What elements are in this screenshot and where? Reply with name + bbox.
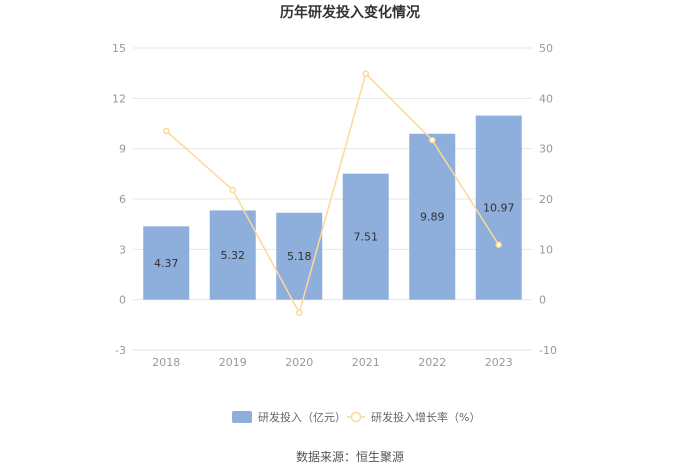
bar-value-label: 4.37: [154, 257, 179, 270]
bar: [209, 210, 256, 300]
bar-value-label: 9.89: [420, 211, 445, 224]
grid: [133, 47, 532, 351]
bar-series: [143, 115, 522, 300]
left-tick-label: 6: [119, 193, 126, 206]
right-tick-label: 0: [539, 294, 546, 307]
line-point: [429, 136, 436, 144]
line-point: [495, 241, 502, 249]
left-tick-label: 0: [119, 294, 126, 307]
line-point: [229, 186, 236, 194]
right-axis-ticks: 50 40 30 20 10 0 -10: [539, 42, 557, 357]
legend-swatch-line-marker: [350, 411, 362, 423]
data-source: 数据来源：恒生聚源: [296, 449, 404, 464]
bar: [475, 115, 522, 300]
chart-title: 历年研发投入变化情况: [280, 4, 420, 21]
right-tick-label: -10: [539, 344, 557, 357]
legend-swatch-bar: [232, 411, 252, 423]
bar-labels: 4.37 5.32 5.18 7.51 9.89 10.97: [154, 202, 515, 270]
right-tick-label: 30: [539, 143, 553, 156]
left-tick-label: 12: [112, 92, 126, 105]
bar: [143, 226, 190, 300]
right-tick-label: 10: [539, 243, 553, 256]
line-point: [296, 309, 303, 317]
right-tick-label: 50: [539, 42, 553, 55]
x-tick-label: 2023: [485, 356, 513, 369]
legend-label-bar: 研发投入（亿元）: [258, 410, 346, 424]
x-tick-label: 2019: [219, 356, 247, 369]
bar: [409, 133, 456, 300]
line-point: [163, 127, 170, 135]
right-tick-label: 40: [539, 92, 553, 105]
x-tick-label: 2020: [285, 356, 313, 369]
left-tick-label: 9: [119, 143, 126, 156]
x-tick-label: 2022: [418, 356, 446, 369]
right-tick-label: 20: [539, 193, 553, 206]
x-tick-label: 2018: [152, 356, 180, 369]
line-series: [163, 70, 502, 317]
x-axis-ticks: 2018 2019 2020 2021 2022 2023: [152, 356, 513, 369]
growth-line: [165, 72, 500, 315]
legend-label-line: 研发投入增长率（%）: [371, 410, 480, 424]
bar-value-label: 5.32: [221, 249, 246, 262]
left-tick-label: 3: [119, 243, 126, 256]
left-tick-label: 15: [112, 42, 126, 55]
left-tick-label: -3: [115, 344, 126, 357]
line-point: [362, 70, 369, 77]
left-axis-ticks: 15 12 9 6 3 0 -3: [112, 42, 126, 357]
bar-value-label: 7.51: [354, 231, 379, 244]
bar-value-label: 10.97: [483, 202, 515, 215]
bar-value-label: 5.18: [287, 250, 312, 263]
legend[interactable]: 研发投入（亿元） 研发投入增长率（%）: [232, 410, 480, 424]
x-tick-label: 2021: [352, 356, 380, 369]
bar: [342, 173, 389, 300]
